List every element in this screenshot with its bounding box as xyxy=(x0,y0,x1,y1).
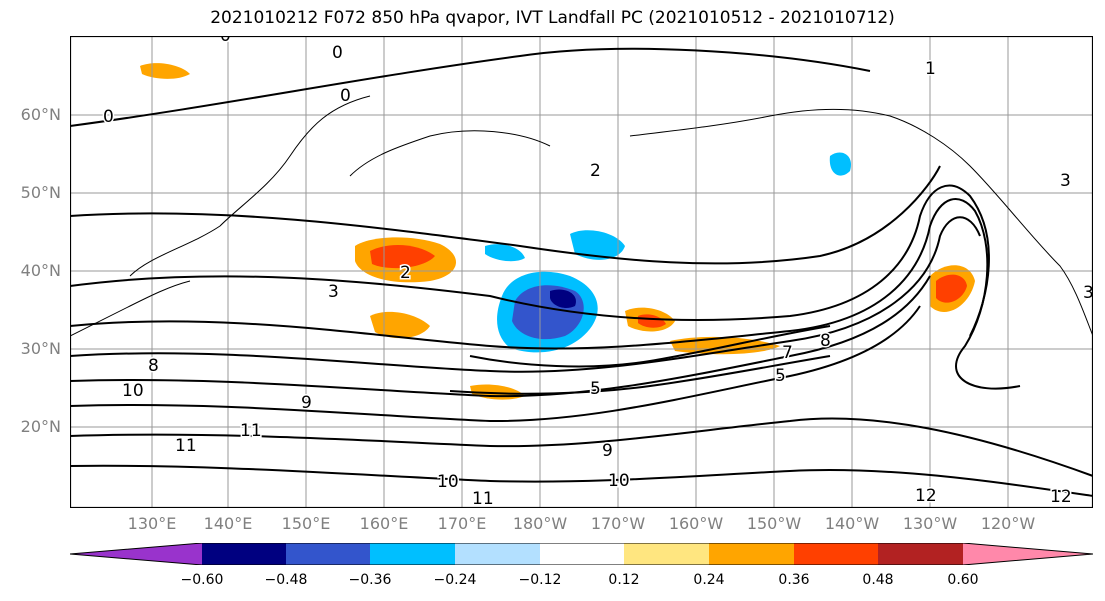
longitude-label: 150°W xyxy=(746,514,802,533)
longitude-label: 170°E xyxy=(437,514,487,533)
longitude-label: 140°E xyxy=(203,514,253,533)
contour-line xyxy=(70,198,1021,390)
map-title: 2021010212 F072 850 hPa qvapor, IVT Land… xyxy=(210,8,895,28)
latitude-label: 50°N xyxy=(20,183,61,202)
contour-value-label: 3 xyxy=(1083,283,1093,303)
contour-value-label: 8 xyxy=(820,331,831,351)
contour-value-label: 1 xyxy=(925,59,936,79)
longitude-label: 130°W xyxy=(902,514,958,533)
coastline xyxy=(70,280,191,337)
contour-line xyxy=(70,464,1093,497)
contour-value-label: 10 xyxy=(437,472,459,492)
contour-value-label: 3 xyxy=(1060,171,1071,191)
contour-value-label: 0 xyxy=(340,86,351,106)
contour-value-label: 2 xyxy=(590,161,601,181)
colorbar-segment xyxy=(709,543,794,565)
longitude-label: 140°W xyxy=(824,514,880,533)
contour-value-label: 9 xyxy=(602,441,613,461)
colorbar-tick-label: −0.12 xyxy=(518,572,562,588)
latitude-label: 60°N xyxy=(20,105,61,124)
contour-line xyxy=(70,417,1093,477)
latitude-label: 20°N xyxy=(20,417,61,436)
contour-value-label: 11 xyxy=(175,436,197,456)
longitude-label: 170°W xyxy=(590,514,646,533)
contour-value-label: 10 xyxy=(608,471,630,491)
colorbar-segment xyxy=(455,543,540,565)
contour-value-label: 0 xyxy=(332,43,343,63)
colorbar-segment xyxy=(794,543,878,565)
negative-anomaly-region xyxy=(485,244,525,262)
qvapor-fill-layer xyxy=(140,63,975,400)
colorbar-segment xyxy=(540,543,624,565)
colorbar-tick-label: 0.36 xyxy=(778,572,810,588)
colorbar-tick-label: −0.24 xyxy=(433,572,477,588)
ivt-contour-layer xyxy=(70,47,1093,497)
positive-anomaly-region xyxy=(936,274,967,303)
coastline xyxy=(349,130,551,177)
negative-anomaly-region xyxy=(829,152,851,176)
colorbar-tick-label: −0.60 xyxy=(180,572,224,588)
contour-value-label: 11 xyxy=(472,489,494,508)
positive-anomaly-region xyxy=(370,244,435,269)
colorbar-segment xyxy=(202,543,286,565)
contour-value-label: 5 xyxy=(590,379,601,399)
longitude-label: 130°E xyxy=(127,514,177,533)
contour-value-label: 0 xyxy=(220,36,231,46)
colorbar-segment xyxy=(286,543,370,565)
coastline xyxy=(629,108,1093,337)
coastline xyxy=(129,95,371,277)
colorbar-segment xyxy=(624,543,709,565)
contour-line xyxy=(70,47,871,127)
longitude-label: 160°E xyxy=(359,514,409,533)
contour-line xyxy=(70,165,941,265)
longitude-label: 120°W xyxy=(980,514,1036,533)
contour-value-label: 2 xyxy=(400,263,411,283)
colorbar-tick-label: 0.60 xyxy=(947,572,979,588)
longitude-label: 150°E xyxy=(281,514,331,533)
colorbar-segment xyxy=(963,543,1093,565)
contour-value-label: 9 xyxy=(301,393,312,413)
contour-value-label: 0 xyxy=(103,107,114,127)
colorbar xyxy=(70,543,1093,565)
colorbar-tick-label: 0.24 xyxy=(693,572,725,588)
contour-value-label: 5 xyxy=(775,366,786,386)
colorbar-tick-label: −0.48 xyxy=(264,572,308,588)
contour-line xyxy=(469,325,831,368)
negative-anomaly-region xyxy=(550,289,576,309)
contour-line xyxy=(70,216,981,373)
negative-anomaly-region xyxy=(570,230,625,260)
positive-anomaly-region xyxy=(370,311,430,339)
contour-value-label: 3 xyxy=(328,282,339,302)
longitude-label: 160°W xyxy=(668,514,724,533)
contour-line xyxy=(70,184,990,337)
contour-line xyxy=(449,355,831,395)
latitude-label: 30°N xyxy=(20,339,61,358)
contour-value-label: 11 xyxy=(240,421,262,441)
contour-value-label: 8 xyxy=(148,356,159,376)
colorbar-tick-label: −0.36 xyxy=(348,572,392,588)
coastline-layer xyxy=(70,95,1093,337)
colorbar-tick-label: 0.48 xyxy=(862,572,894,588)
latitude-label: 40°N xyxy=(20,261,61,280)
contour-value-label: 7 xyxy=(782,343,793,363)
colorbar-segment xyxy=(70,543,202,565)
colorbar-tick-label: 0.12 xyxy=(608,572,640,588)
contour-value-label: 12 xyxy=(915,486,937,506)
map-frame xyxy=(70,36,1093,508)
contour-value-label: 10 xyxy=(122,381,144,401)
contour-line xyxy=(70,305,921,423)
longitude-label: 180°W xyxy=(512,514,568,533)
colorbar-segment xyxy=(878,543,963,565)
contour-value-label: 12 xyxy=(1050,487,1072,507)
colorbar-segment xyxy=(370,543,455,565)
